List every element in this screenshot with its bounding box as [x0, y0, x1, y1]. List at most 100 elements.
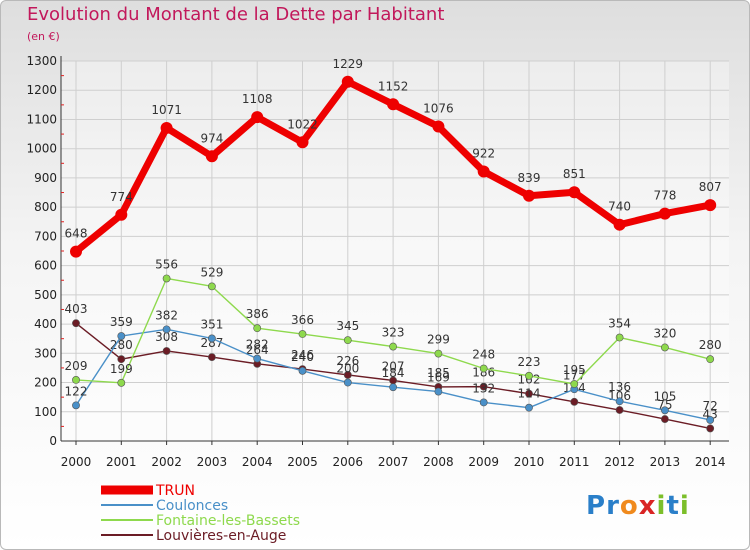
x-tick-label: 2013: [650, 455, 681, 469]
data-point: [525, 389, 533, 398]
data-point: [661, 415, 669, 423]
data-point: [117, 355, 126, 364]
data-label: 287: [200, 336, 223, 350]
logo-letter: r: [606, 491, 620, 521]
data-point: [706, 424, 715, 433]
data-label: 922: [472, 146, 495, 160]
chart-subtitle: (en €): [27, 30, 60, 43]
data-label: 223: [518, 355, 541, 369]
data-label: 774: [110, 190, 133, 204]
data-label: 648: [65, 227, 88, 241]
y-tick-label: 700: [34, 229, 57, 243]
data-label: 386: [246, 307, 269, 321]
data-label: 308: [155, 330, 178, 344]
logo-letter: o: [619, 491, 639, 521]
y-tick-label: 600: [34, 259, 57, 273]
y-tick-label: 1100: [26, 112, 57, 126]
data-label: 556: [155, 257, 178, 271]
x-tick-label: 2006: [333, 455, 364, 469]
data-label: 320: [653, 326, 676, 340]
data-point: [162, 274, 171, 283]
y-tick-label: 100: [34, 405, 57, 419]
data-point: [343, 336, 352, 345]
data-label: 403: [65, 302, 88, 316]
data-label: 43: [703, 407, 718, 421]
proxiti-logo: Proxiti: [586, 491, 690, 521]
data-label: 169: [427, 371, 450, 385]
data-label: 1229: [333, 57, 364, 71]
data-point: [296, 136, 309, 149]
data-point: [434, 349, 443, 358]
data-point: [253, 324, 262, 333]
y-tick-label: 800: [34, 200, 57, 214]
x-tick-label: 2000: [61, 455, 92, 469]
data-point: [207, 282, 216, 291]
data-point: [117, 378, 126, 387]
data-point: [615, 406, 624, 414]
y-tick-label: 1000: [26, 142, 57, 156]
data-point: [341, 75, 354, 88]
data-point: [115, 208, 128, 221]
data-label: 851: [563, 167, 586, 181]
y-tick-label: 300: [34, 346, 57, 360]
data-point: [568, 186, 581, 199]
data-label: 246: [291, 348, 314, 362]
data-point: [615, 397, 624, 406]
data-label: 209: [65, 359, 88, 373]
data-label: 1152: [378, 79, 409, 93]
data-point: [613, 218, 626, 231]
chart-title: Evolution du Montant de la Dette par Hab…: [27, 4, 445, 25]
data-point: [298, 330, 307, 338]
legend-label: Coulonces: [156, 498, 228, 514]
data-label: 136: [608, 380, 631, 394]
y-tick-label: 0: [49, 434, 57, 448]
data-label: 1076: [423, 101, 454, 115]
data-point: [387, 98, 400, 111]
data-point: [523, 189, 535, 202]
x-tick-label: 2008: [423, 455, 454, 469]
data-point: [343, 371, 352, 379]
y-tick-label: 1300: [26, 54, 57, 68]
data-point: [298, 366, 307, 375]
legend-label: Fontaine-les-Bassets: [156, 513, 300, 529]
x-tick-label: 2005: [287, 455, 318, 469]
x-tick-label: 2010: [514, 455, 545, 469]
data-point: [205, 150, 218, 163]
data-point: [706, 355, 715, 364]
data-label: 122: [65, 384, 88, 398]
y-tick-label: 1200: [26, 83, 57, 97]
data-label: 740: [608, 200, 631, 214]
data-point: [525, 371, 533, 380]
x-tick-label: 2001: [106, 455, 137, 469]
y-tick-label: 500: [34, 288, 57, 302]
data-label: 529: [200, 265, 223, 279]
x-tick-label: 2011: [559, 455, 590, 469]
data-point: [661, 343, 669, 352]
data-label: 351: [200, 317, 223, 331]
data-label: 1022: [287, 117, 318, 131]
data-label: 264: [246, 343, 269, 357]
data-point: [525, 403, 533, 412]
logo-letter: t: [666, 491, 680, 521]
y-tick-label: 900: [34, 171, 57, 185]
x-tick-label: 2002: [151, 455, 182, 469]
data-point: [160, 121, 173, 134]
legend-label: Louvières-en-Auge: [156, 528, 286, 544]
data-point: [661, 406, 669, 415]
data-label: 207: [382, 359, 405, 373]
data-label: 778: [653, 189, 676, 203]
data-point: [162, 325, 171, 334]
data-label: 807: [699, 180, 722, 194]
x-tick-label: 2009: [468, 455, 499, 469]
x-tick-label: 2003: [197, 455, 228, 469]
data-point: [117, 332, 126, 340]
data-label: 199: [110, 362, 133, 376]
data-point: [658, 207, 671, 220]
data-point: [704, 199, 717, 212]
data-point: [479, 398, 488, 407]
data-point: [615, 333, 624, 342]
data-point: [207, 353, 216, 362]
data-point: [570, 380, 579, 388]
data-point: [477, 165, 490, 178]
